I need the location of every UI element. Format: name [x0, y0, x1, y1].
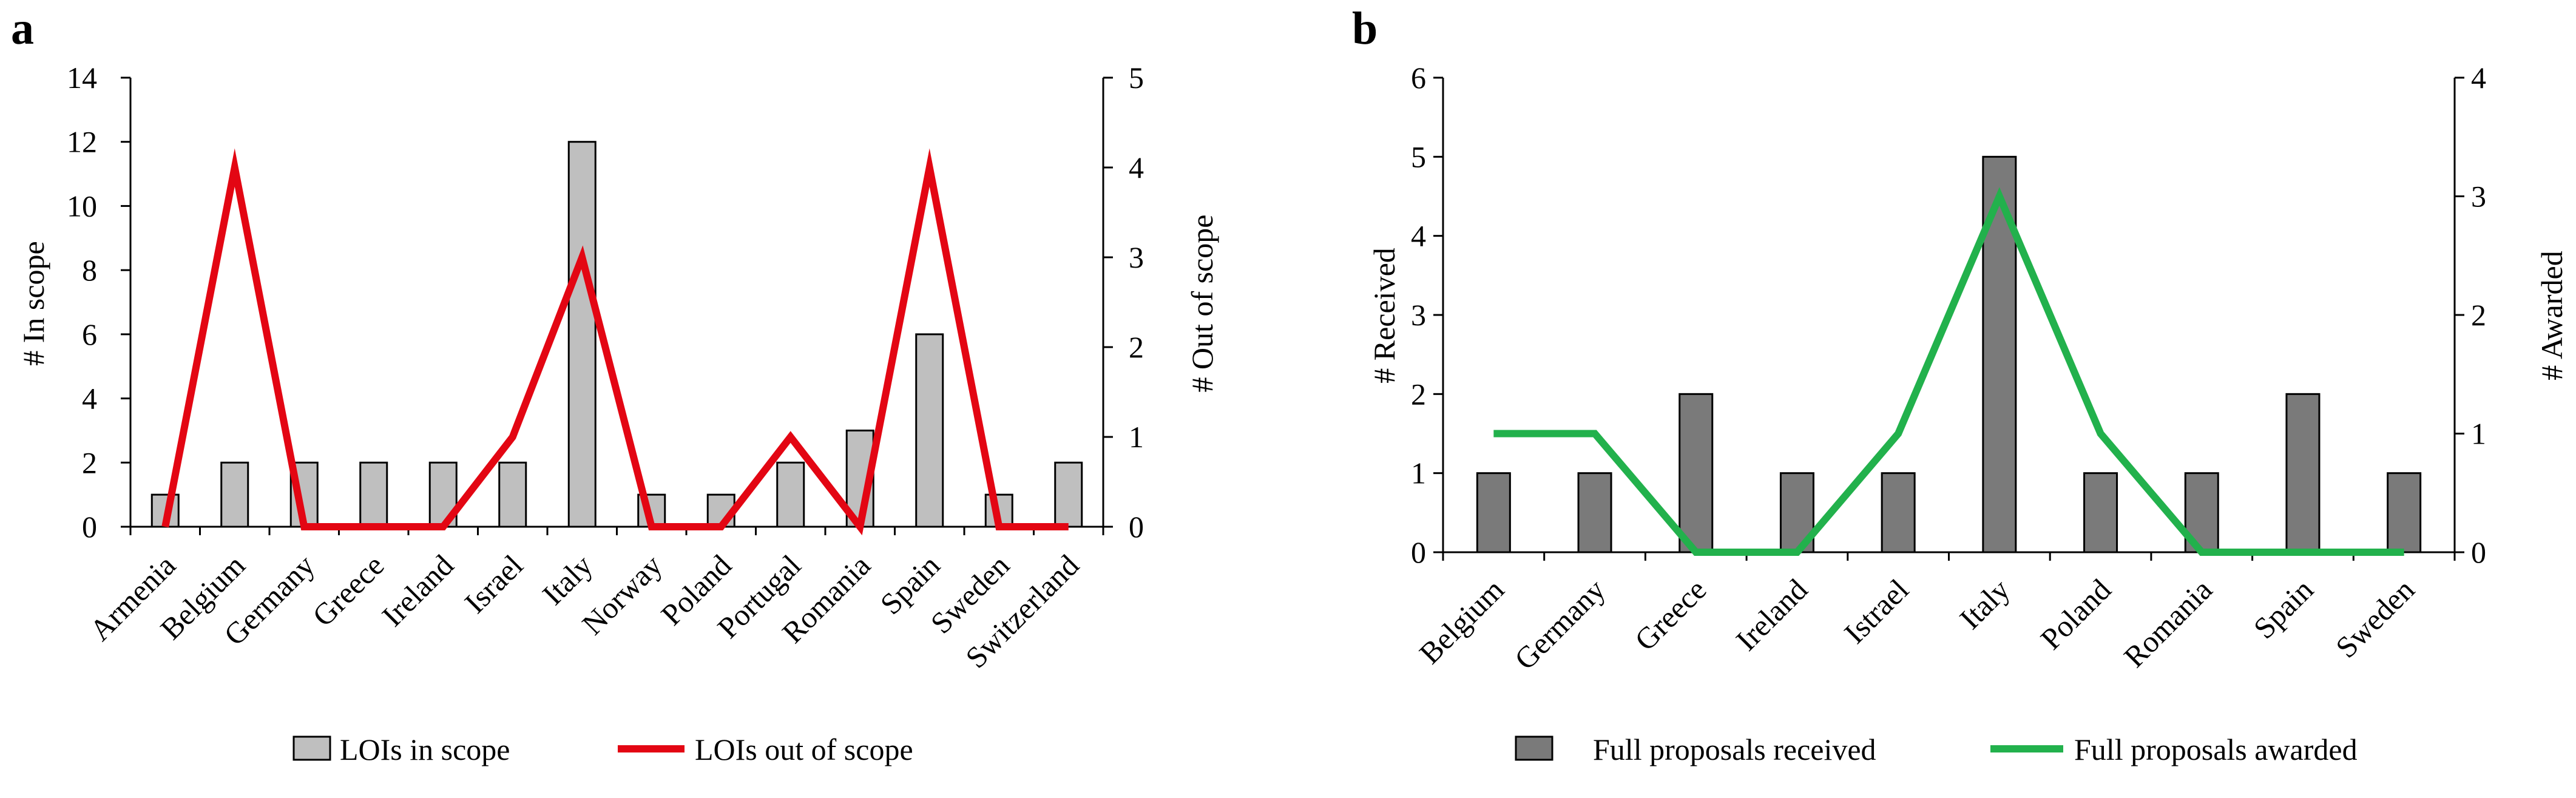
- panel-b-legend-line-label: Full proposals awarded: [2074, 732, 2358, 766]
- chart-panel-a: a # In scope # Out of scope 024681012140…: [11, 3, 1219, 766]
- panel-b-letter: b: [1352, 3, 1378, 54]
- panel-a-bar-switzerland: [1054, 461, 1083, 528]
- panel-a-bar-portugal: [776, 461, 805, 528]
- panel-a-bar-spain: [915, 333, 944, 528]
- panel-a-left-tick-label: 2: [82, 445, 97, 479]
- panel-a-line-series: [161, 148, 1069, 536]
- panel-a-legend-bar-label: LOIs in scope: [340, 732, 510, 766]
- panel-b-bar-greece: [1678, 393, 1714, 553]
- panel-b-left-tick-label: 2: [1411, 377, 1426, 411]
- panel-b-category-label: Sweden: [2329, 572, 2421, 664]
- panel-a-right-tick-label: 0: [1129, 510, 1144, 544]
- panel-a-category-label: Ireland: [375, 548, 460, 633]
- panel-a-left-tick-label: 6: [82, 317, 97, 351]
- panel-a-left-tick-label: 10: [67, 189, 97, 223]
- panel-a-right-tick-label: 1: [1129, 420, 1144, 454]
- panel-a-left-tick-label: 0: [82, 510, 97, 544]
- panel-a-bar-belgium: [220, 461, 249, 528]
- panel-a-bar-israel: [498, 461, 527, 528]
- panel-a-bar-italy: [567, 141, 597, 528]
- panel-b-left-tick-label: 0: [1411, 535, 1426, 569]
- panel-a-letter: a: [11, 3, 34, 54]
- panel-b-right-tick-label: 1: [2471, 417, 2486, 451]
- panel-b-category-label: Italy: [1953, 572, 2016, 635]
- panel-a-category-label: Italy: [536, 548, 599, 611]
- panel-a-bar-greece: [359, 461, 388, 528]
- panel-b-category-label: Spain: [2247, 572, 2320, 645]
- panel-b-legend: Full proposals received Full proposals aw…: [1515, 732, 2358, 766]
- panel-b-bar-sweden: [2387, 472, 2422, 553]
- panel-a-category-label: Norway: [575, 548, 668, 641]
- panel-b-left-tick-label: 6: [1411, 61, 1426, 95]
- chart-panel-b: b # Received # Awarded 0 1 2 3 4 5 6 0 1 2 3 4 Belgi…: [1352, 3, 2569, 766]
- panel-b-bar-istrael: [1881, 472, 1916, 553]
- panel-a-right-tick-label: 4: [1129, 150, 1144, 184]
- panel-a-category-label: Israel: [458, 548, 529, 620]
- panel-a-legend-bar-swatch: [292, 735, 331, 761]
- panel-a-left-axis-title: # In scope: [16, 241, 50, 366]
- panel-a-left-tick-label: 4: [82, 382, 97, 416]
- panel-b-category-label: Romania: [2117, 572, 2219, 674]
- panel-b-bar-belgium: [1476, 472, 1511, 553]
- panel-a-right-tick-label: 2: [1129, 330, 1144, 364]
- panel-b-left-tick-label: 4: [1411, 219, 1426, 253]
- panel-b-right-axis-title: # Awarded: [2535, 251, 2569, 380]
- panel-a-left-tick-label: 8: [82, 253, 97, 287]
- panel-a-right-axis-title: # Out of scope: [1185, 215, 1219, 393]
- panel-b-left-tick-label: 5: [1411, 140, 1426, 174]
- panel-b-bar-germany: [1577, 472, 1612, 553]
- panel-a-right-tick-label: 5: [1129, 61, 1144, 95]
- panel-a-category-label: Greece: [306, 548, 391, 633]
- panel-b-right-tick-label: 2: [2471, 298, 2486, 332]
- panel-a-legend-line-label: LOIs out of scope: [695, 732, 913, 766]
- panel-b-category-label: Germany: [1508, 572, 1612, 676]
- panel-a-left-tick-label: 12: [67, 125, 97, 159]
- panel-b-category-label: Greece: [1628, 572, 1713, 657]
- panel-b-left-axis-title: # Received: [1367, 248, 1401, 384]
- panel-b-right-tick-label: 4: [2471, 61, 2486, 95]
- panel-b-category-label: Istrael: [1837, 572, 1915, 650]
- panel-b-legend-bar-swatch: [1515, 735, 1553, 761]
- panel-b-category-label: Belgium: [1413, 572, 1510, 670]
- panel-b-category-label: Poland: [2034, 572, 2118, 656]
- panel-b-legend-bar-label: Full proposals received: [1593, 732, 1876, 766]
- panel-a-right-tick-label: 3: [1129, 240, 1144, 274]
- panel-b-bar-spain: [2285, 393, 2321, 553]
- panel-a-plot-area: 02468101214012345ArmeniaBelgiumGermanyGr…: [67, 61, 1144, 675]
- panel-a-left-tick-label: 14: [67, 61, 97, 95]
- panel-b-left-tick-label: 1: [1411, 456, 1426, 490]
- panel-b-left-tick-label: 3: [1411, 298, 1426, 332]
- panel-b-right-tick-label: 0: [2471, 535, 2486, 569]
- panel-b-category-label: Ireland: [1729, 572, 1814, 657]
- panel-b-line-series: [1493, 187, 2404, 556]
- panel-b-right-tick-label: 3: [2471, 180, 2486, 214]
- panel-a-legend: LOIs in scope LOIs out of scope: [292, 732, 913, 766]
- panel-b-bar-poland: [2083, 472, 2118, 553]
